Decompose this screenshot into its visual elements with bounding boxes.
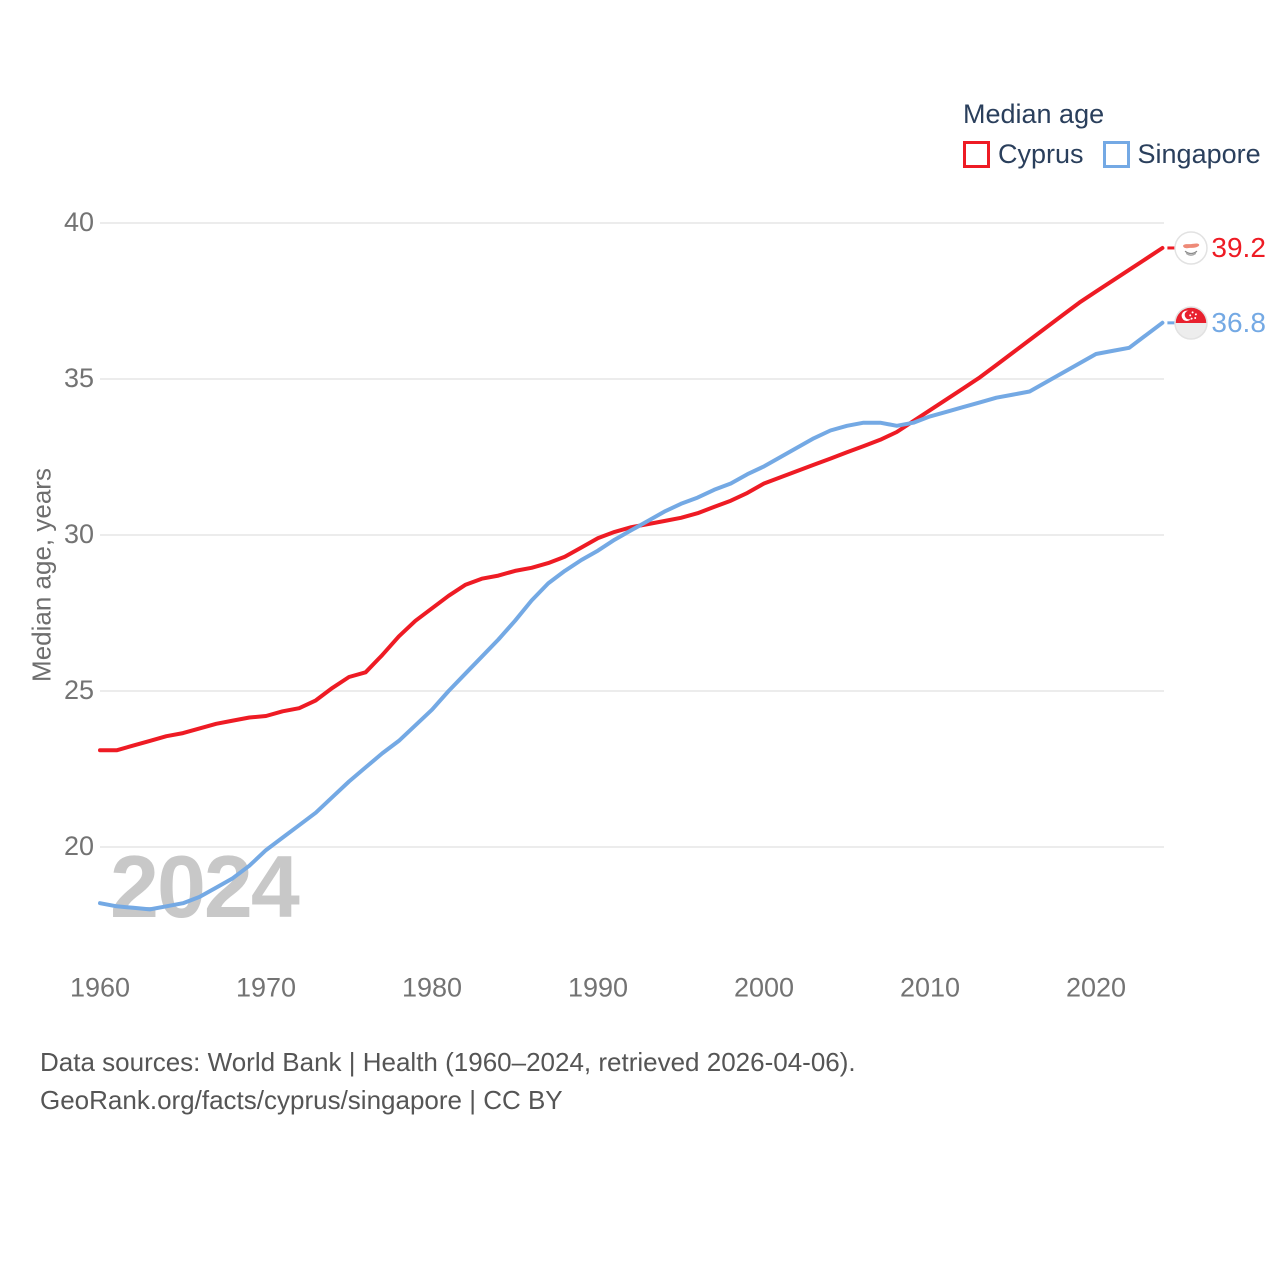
legend-item-singapore[interactable]: Singapore <box>1102 139 1261 170</box>
gridline <box>100 846 1164 848</box>
gridline <box>100 222 1164 224</box>
x-tick-label: 2020 <box>1065 972 1127 1003</box>
x-tick-label: 1980 <box>401 972 463 1003</box>
cyprus-swatch-icon <box>963 141 990 168</box>
x-tick-label: 1960 <box>69 972 131 1003</box>
y-tick-label: 40 <box>63 206 94 237</box>
x-tick-label: 2000 <box>733 972 795 1003</box>
cyprus-line <box>98 246 1165 753</box>
x-tick-label: 1990 <box>567 972 629 1003</box>
cyprus-flag-icon <box>1174 231 1209 265</box>
y-tick-label: 35 <box>63 362 94 393</box>
legend-item-cyprus[interactable]: Cyprus <box>963 139 1084 170</box>
y-tick-label: 25 <box>63 674 94 705</box>
y-tick-label: 30 <box>63 518 94 549</box>
watermark-year: 2024 <box>110 837 300 936</box>
gridline <box>100 534 1164 536</box>
legend-items: Cyprus Singapore <box>963 139 1261 170</box>
footer-attribution-link[interactable]: GeoRank.org/facts/cyprus/singapore | CC … <box>40 1085 563 1115</box>
y-tick-label: 20 <box>63 830 94 861</box>
legend-title: Median age <box>963 99 1105 129</box>
singapore-flag-icon <box>1174 306 1209 340</box>
cyprus-end-value: 39.2 <box>1211 231 1266 263</box>
singapore-end-value: 36.8 <box>1211 306 1266 338</box>
singapore-line <box>98 320 1165 912</box>
gridline <box>100 690 1164 692</box>
footer-data-sources: Data sources: World Bank | Health (1960–… <box>40 1047 856 1077</box>
x-tick-label: 1970 <box>235 972 297 1003</box>
singapore-swatch-icon <box>1102 141 1130 168</box>
gridline <box>100 378 1164 380</box>
legend-item-label: Cyprus <box>998 139 1084 169</box>
x-tick-label: 2010 <box>899 972 961 1003</box>
legend: Median age Cyprus Singapore <box>963 99 1261 170</box>
legend-item-label: Singapore <box>1137 139 1261 169</box>
